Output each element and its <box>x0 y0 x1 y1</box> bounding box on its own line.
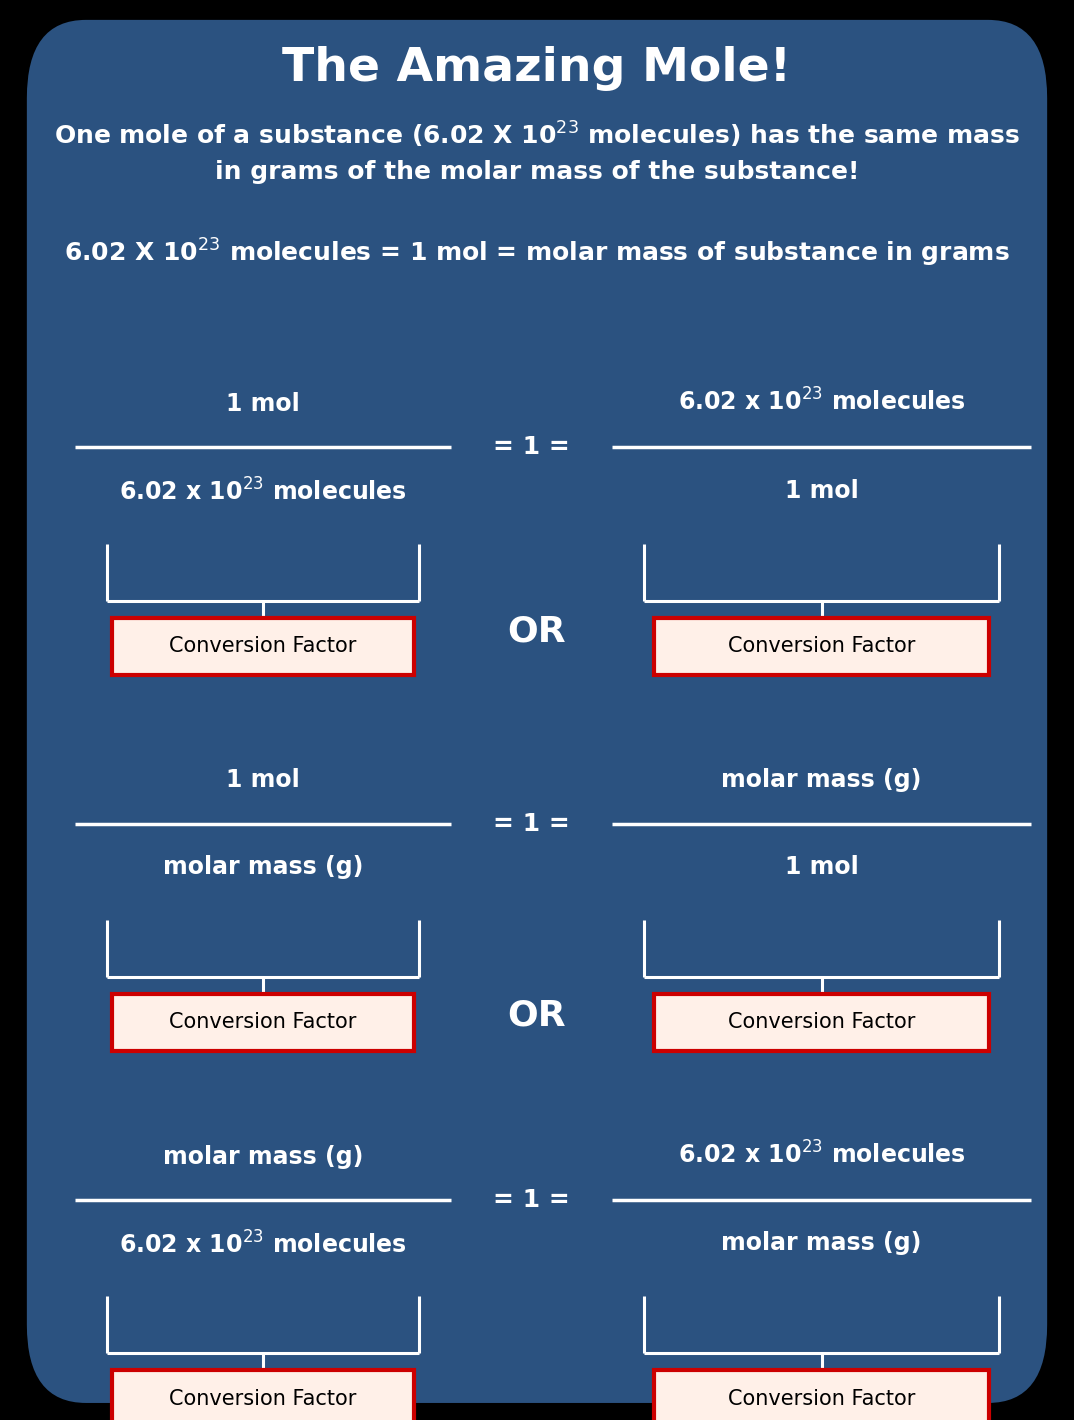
Text: 6.02 x 10$^{23}$ molecules: 6.02 x 10$^{23}$ molecules <box>119 1231 407 1258</box>
FancyBboxPatch shape <box>27 20 1047 1403</box>
FancyBboxPatch shape <box>112 994 415 1051</box>
Text: 6.02 X 10$^{23}$ molecules = 1 mol = molar mass of substance in grams: 6.02 X 10$^{23}$ molecules = 1 mol = mol… <box>64 237 1010 268</box>
Text: molar mass (g): molar mass (g) <box>722 768 921 792</box>
Text: Conversion Factor: Conversion Factor <box>728 636 915 656</box>
FancyBboxPatch shape <box>654 618 989 674</box>
Text: molar mass (g): molar mass (g) <box>722 1231 921 1255</box>
Text: The Amazing Mole!: The Amazing Mole! <box>282 45 792 91</box>
Text: 6.02 x 10$^{23}$ molecules: 6.02 x 10$^{23}$ molecules <box>678 389 966 416</box>
Text: 1 mol: 1 mol <box>785 855 858 879</box>
Text: Conversion Factor: Conversion Factor <box>170 1012 357 1032</box>
Text: Conversion Factor: Conversion Factor <box>728 1012 915 1032</box>
Text: OR: OR <box>508 998 566 1032</box>
Text: 6.02 x 10$^{23}$ molecules: 6.02 x 10$^{23}$ molecules <box>678 1142 966 1169</box>
FancyBboxPatch shape <box>654 994 989 1051</box>
FancyBboxPatch shape <box>112 1370 415 1420</box>
Text: molar mass (g): molar mass (g) <box>163 1145 363 1169</box>
Text: = 1 =: = 1 = <box>493 812 570 835</box>
Text: 1 mol: 1 mol <box>227 768 300 792</box>
Text: molar mass (g): molar mass (g) <box>163 855 363 879</box>
Text: 1 mol: 1 mol <box>227 392 300 416</box>
FancyBboxPatch shape <box>112 618 415 674</box>
Text: 6.02 x 10$^{23}$ molecules: 6.02 x 10$^{23}$ molecules <box>119 479 407 506</box>
Text: 1 mol: 1 mol <box>785 479 858 503</box>
Text: = 1 =: = 1 = <box>493 436 570 459</box>
Text: = 1 =: = 1 = <box>493 1189 570 1211</box>
Text: OR: OR <box>508 615 566 649</box>
FancyBboxPatch shape <box>654 1370 989 1420</box>
Text: Conversion Factor: Conversion Factor <box>170 636 357 656</box>
Text: Conversion Factor: Conversion Factor <box>170 1389 357 1409</box>
Text: Conversion Factor: Conversion Factor <box>728 1389 915 1409</box>
Text: One mole of a substance (6.02 X 10$^{23}$ molecules) has the same mass
in grams : One mole of a substance (6.02 X 10$^{23}… <box>54 121 1020 183</box>
